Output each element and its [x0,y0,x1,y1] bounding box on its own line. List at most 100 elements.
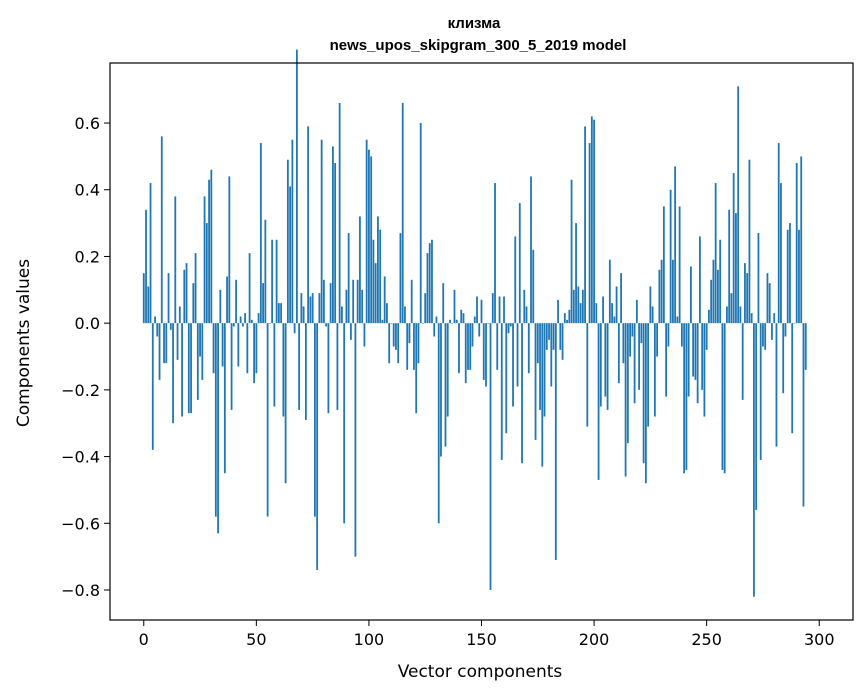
bar [660,259,663,324]
bar [746,273,749,324]
bar [735,213,737,324]
bar [800,156,803,324]
bar [208,179,210,324]
bar [199,323,201,357]
bar [764,323,767,350]
y-tick-label: −0.8 [61,581,100,600]
bar [158,323,161,380]
bar [145,209,147,324]
bar [379,229,382,324]
bar [185,263,188,324]
bar [595,303,598,324]
bar [658,269,661,324]
bar [773,313,776,324]
bar [300,293,303,324]
bar [500,323,503,460]
bar [545,323,548,350]
bar [775,323,778,447]
bar [370,156,373,324]
bar [178,306,181,324]
bar [613,316,616,324]
bar [268,323,271,324]
bar [467,323,469,370]
bar [174,196,177,324]
bar [386,303,388,324]
bar [597,323,600,480]
bar [237,323,240,367]
bar [624,323,627,477]
bar [782,323,785,394]
bar [313,323,316,517]
bar [401,103,404,324]
bar [685,323,688,470]
bar [154,316,156,324]
bar [539,323,541,410]
bar [602,296,604,324]
bar [201,323,204,380]
bar [196,323,199,400]
bar [320,139,323,324]
bar [341,306,343,324]
bar [444,323,447,447]
bar [710,279,713,324]
bar [728,209,731,324]
bar [246,323,249,374]
bar [536,323,539,364]
bar [744,263,746,324]
bar [248,253,251,324]
bar [257,313,260,324]
bar [190,323,192,414]
bar [253,323,255,384]
bar [523,289,526,324]
bar [462,313,465,324]
bar [581,289,584,324]
y-tick-label: −0.6 [61,514,100,533]
bar [503,296,505,324]
y-tick-label: −0.4 [61,448,100,467]
bar [586,323,589,427]
bar [361,289,364,324]
x-tick-label: 200 [579,630,610,649]
bar [172,323,174,424]
x-tick-label: 150 [466,630,497,649]
bar [748,159,751,324]
bar [712,259,715,324]
bar [302,306,305,324]
bar [214,323,217,517]
bar [768,283,771,324]
bar [205,223,208,324]
bar [653,323,656,417]
bar [750,313,753,324]
bar [453,289,456,324]
bar [548,323,550,340]
bar [568,309,571,324]
bar [620,273,622,324]
bar [295,49,298,324]
bar [440,323,442,457]
chart-title-line1: клизма [448,15,501,32]
bar [719,239,722,324]
bar [304,323,307,420]
bar [338,103,341,324]
bar [489,323,492,590]
bar [334,163,337,324]
bar [554,323,557,560]
bar [590,116,593,324]
bar [604,323,607,397]
bar [512,323,514,407]
bar [644,323,647,484]
bar [482,323,485,380]
bar [156,323,159,337]
bar [541,323,544,467]
bar [449,319,451,324]
bar [277,303,280,324]
bar [804,323,807,370]
bar [777,143,780,324]
bar [226,276,228,324]
bar [532,249,535,324]
bar [656,323,659,357]
bar [577,286,580,324]
bar [476,296,478,324]
bar [318,293,321,324]
bar [759,323,762,460]
